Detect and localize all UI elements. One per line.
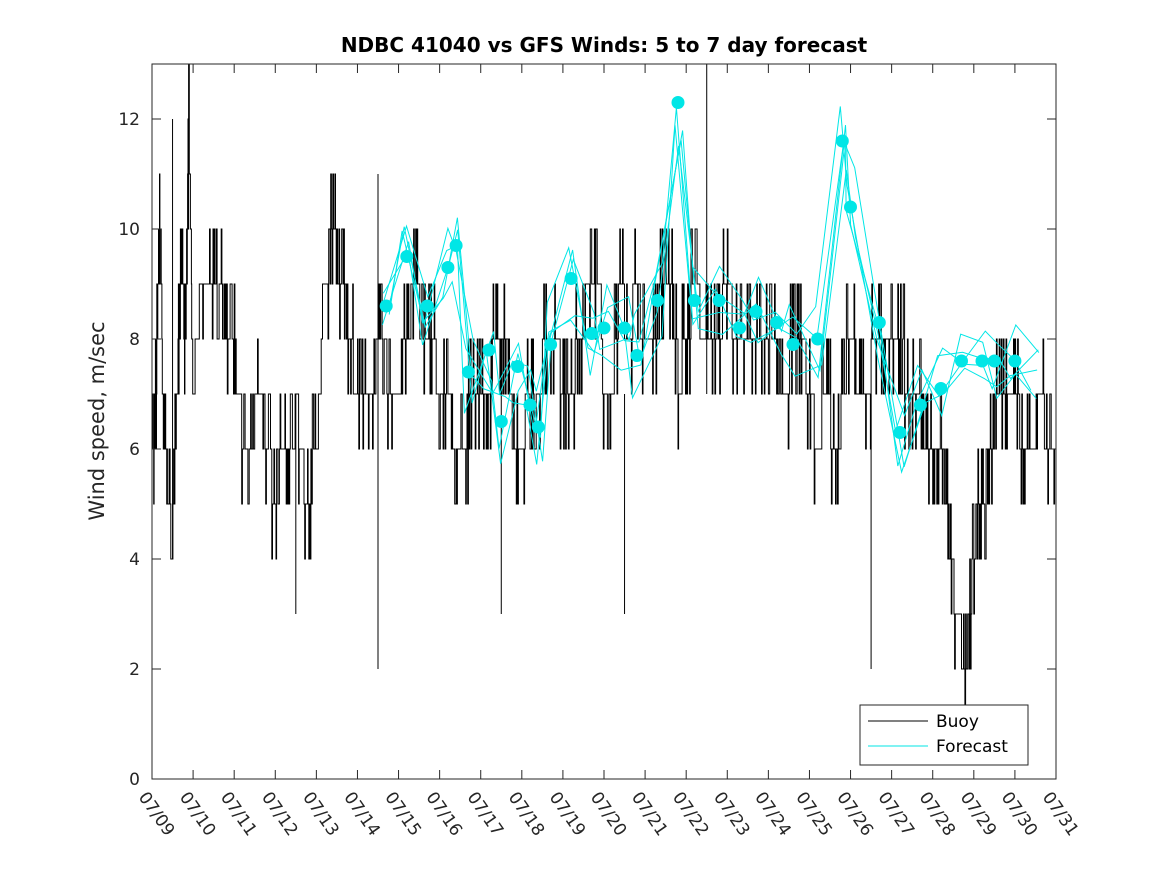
forecast-point bbox=[449, 239, 463, 252]
forecast-point bbox=[618, 321, 631, 335]
y-tick-label: 6 bbox=[129, 440, 140, 460]
forecast-point bbox=[749, 305, 763, 318]
forecast-point bbox=[671, 96, 685, 109]
legend-box bbox=[859, 704, 1029, 766]
forecast-point bbox=[786, 338, 800, 351]
x-tick-label: 07/13 bbox=[298, 788, 342, 840]
forecast-point bbox=[511, 360, 525, 373]
x-tick-label: 07/26 bbox=[832, 788, 876, 840]
forecast-point bbox=[687, 294, 701, 307]
forecast-point bbox=[650, 294, 664, 307]
forecast-point bbox=[441, 261, 455, 274]
y-tick-label: 4 bbox=[129, 550, 140, 570]
x-tick-label: 07/27 bbox=[874, 788, 918, 840]
chart-title: NDBC 41040 vs GFS Winds: 5 to 7 day fore… bbox=[341, 33, 868, 57]
y-tick-label: 10 bbox=[118, 220, 140, 240]
forecast-point bbox=[630, 349, 644, 362]
x-tick-label: 07/15 bbox=[380, 788, 424, 840]
y-tick-label: 0 bbox=[129, 770, 140, 790]
x-tick-label: 07/14 bbox=[339, 788, 383, 840]
y-tick-label: 2 bbox=[129, 660, 140, 680]
forecast-point bbox=[544, 338, 558, 351]
forecast-point bbox=[872, 316, 886, 329]
forecast-point bbox=[893, 426, 907, 439]
x-tick-label: 07/09 bbox=[134, 788, 178, 840]
forecast-point bbox=[420, 299, 434, 313]
x-tick-label: 07/18 bbox=[504, 788, 548, 840]
forecast-point bbox=[379, 299, 393, 313]
x-tick-label: 07/24 bbox=[750, 788, 794, 840]
forecast-point bbox=[400, 250, 414, 263]
forecast-point bbox=[770, 316, 784, 329]
x-tick-label: 07/21 bbox=[627, 788, 671, 840]
forecast-point bbox=[975, 354, 989, 368]
forecast-point bbox=[844, 200, 857, 214]
forecast-point bbox=[733, 321, 747, 335]
forecast-point bbox=[934, 382, 948, 395]
forecast-point bbox=[955, 354, 968, 368]
forecast-point bbox=[597, 321, 611, 335]
x-tick-label: 07/28 bbox=[915, 788, 959, 840]
forecast-point bbox=[461, 365, 475, 379]
forecast-point bbox=[494, 415, 508, 428]
y-axis-label: Wind speed, m/sec bbox=[85, 321, 109, 520]
legend-label-buoy: Buoy bbox=[936, 712, 979, 732]
x-tick-label: 07/30 bbox=[997, 788, 1041, 840]
forecast-point bbox=[482, 343, 496, 357]
forecast-point bbox=[1008, 354, 1022, 368]
forecast-point bbox=[523, 398, 537, 412]
forecast-point bbox=[811, 332, 825, 346]
forecast-point bbox=[585, 327, 599, 340]
y-tick-label: 8 bbox=[129, 330, 140, 350]
x-tick-label: 07/31 bbox=[1038, 788, 1082, 840]
forecast-series-line bbox=[388, 130, 1039, 468]
x-tick-label: 07/23 bbox=[709, 788, 753, 840]
buoy-series-line bbox=[152, 63, 1056, 725]
x-tick-label: 07/19 bbox=[545, 788, 589, 840]
forecast-point bbox=[835, 134, 849, 148]
legend-label-forecast: Forecast bbox=[936, 737, 1008, 757]
forecast-point bbox=[913, 398, 927, 412]
x-tick-label: 07/29 bbox=[956, 788, 1000, 840]
forecast-point bbox=[564, 272, 578, 285]
x-tick-label: 07/17 bbox=[463, 788, 507, 840]
x-tick-label: 07/25 bbox=[791, 788, 835, 840]
forecast-point bbox=[987, 354, 1001, 368]
x-tick-label: 07/10 bbox=[175, 788, 219, 840]
forecast-point bbox=[531, 420, 545, 434]
x-tick-label: 07/12 bbox=[257, 788, 301, 840]
y-axis: 0 2 4 6 8 10 12 bbox=[118, 110, 1056, 790]
y-tick-label: 12 bbox=[118, 110, 140, 130]
legend: Buoy Forecast bbox=[859, 704, 1029, 766]
x-tick-label: 07/11 bbox=[216, 788, 260, 840]
plot-area bbox=[152, 63, 1056, 725]
forecast-series-line bbox=[381, 106, 1038, 474]
forecast-point bbox=[712, 294, 726, 307]
x-tick-label: 07/20 bbox=[586, 788, 630, 840]
x-tick-label: 07/22 bbox=[668, 788, 712, 840]
x-tick-label: 07/16 bbox=[422, 788, 466, 840]
